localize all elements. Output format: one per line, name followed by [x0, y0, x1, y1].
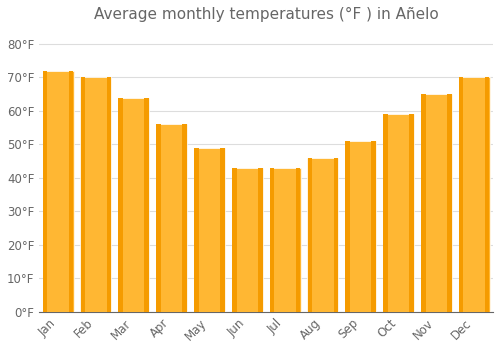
Bar [345, 141, 376, 312]
Bar [372, 141, 376, 312]
Bar [421, 94, 452, 312]
Bar [334, 158, 338, 312]
Bar [270, 168, 300, 312]
Bar [80, 77, 112, 312]
Bar [194, 148, 225, 312]
Bar [270, 168, 274, 312]
Bar [118, 98, 123, 312]
Bar [308, 158, 338, 312]
Bar [69, 71, 73, 312]
Bar [383, 114, 414, 312]
Bar [409, 114, 414, 312]
Bar [106, 77, 112, 312]
Bar [447, 94, 452, 312]
Bar [144, 98, 149, 312]
Bar [258, 168, 262, 312]
Bar [296, 168, 300, 312]
Bar [458, 77, 490, 312]
Bar [182, 124, 187, 312]
Bar [220, 148, 224, 312]
Bar [42, 71, 74, 312]
Bar [308, 158, 312, 312]
Bar [421, 94, 426, 312]
Bar [80, 77, 85, 312]
Bar [194, 148, 198, 312]
Bar [383, 114, 388, 312]
Title: Average monthly temperatures (°F ) in Añelo: Average monthly temperatures (°F ) in Añ… [94, 7, 438, 22]
Bar [118, 98, 149, 312]
Bar [156, 124, 187, 312]
Bar [485, 77, 490, 312]
Bar [346, 141, 350, 312]
Bar [232, 168, 262, 312]
Bar [156, 124, 161, 312]
Bar [459, 77, 464, 312]
Bar [232, 168, 236, 312]
Bar [42, 71, 48, 312]
